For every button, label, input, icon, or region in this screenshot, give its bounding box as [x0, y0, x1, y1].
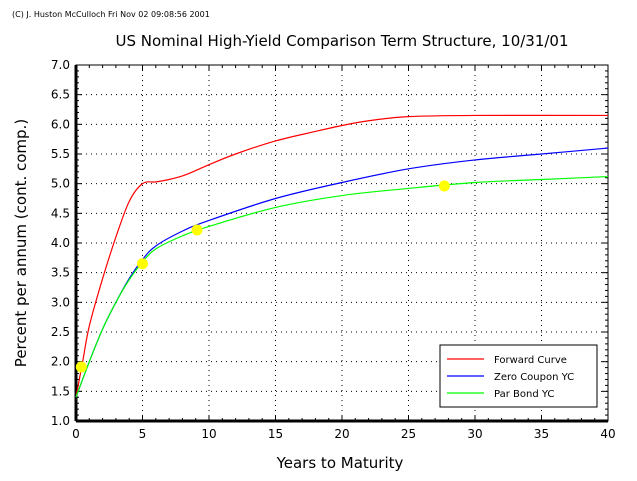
- series-line-forward-curve: [75, 114, 609, 398]
- data-point: [75, 361, 87, 373]
- x-tick-label: 0: [72, 427, 80, 441]
- y-axis-label: Percent per annum (cont. comp.): [12, 119, 30, 367]
- y-tick-label: 5.5: [51, 147, 70, 161]
- data-point: [191, 224, 203, 236]
- chart-title: US Nominal High-Yield Comparison Term St…: [115, 32, 568, 50]
- y-tick-label: 5.0: [51, 177, 70, 191]
- series-line-par-bond-yc: [75, 175, 609, 398]
- legend-label: Par Bond YC: [494, 389, 554, 400]
- y-tick-label: 6.5: [51, 88, 70, 102]
- x-axis-label: Years to Maturity: [276, 454, 404, 472]
- x-tick-label: 25: [401, 427, 416, 441]
- y-tick-label: 3.5: [51, 266, 70, 280]
- x-tick-label: 15: [268, 427, 283, 441]
- y-tick-label: 2.0: [51, 355, 70, 369]
- y-tick-label: 4.0: [51, 236, 70, 250]
- y-tick-label: 6.0: [51, 117, 70, 131]
- y-tick-label: 1.5: [51, 384, 70, 398]
- data-point: [438, 180, 450, 192]
- y-tick-label: 3.0: [51, 295, 70, 309]
- x-tick-label: 35: [534, 427, 549, 441]
- x-tick-label: 30: [467, 427, 482, 441]
- legend-label: Forward Curve: [494, 355, 567, 366]
- data-point: [137, 258, 148, 270]
- x-tick-label: 20: [334, 427, 349, 441]
- x-tick-label: 5: [139, 427, 147, 441]
- x-tick-label: 10: [201, 427, 216, 441]
- legend-label: Zero Coupon YC: [494, 372, 574, 383]
- y-tick-label: 4.5: [51, 206, 70, 220]
- y-tick-label: 2.5: [51, 325, 70, 339]
- copyright-text: (C) J. Huston McCulloch Fri Nov 02 09:08…: [12, 10, 210, 19]
- legend: Forward Curve Zero Coupon YC Par Bond YC: [439, 344, 598, 408]
- y-tick-label: 1.0: [51, 414, 70, 428]
- x-tick-label: 40: [600, 427, 615, 441]
- y-tick-label: 7.0: [51, 58, 70, 72]
